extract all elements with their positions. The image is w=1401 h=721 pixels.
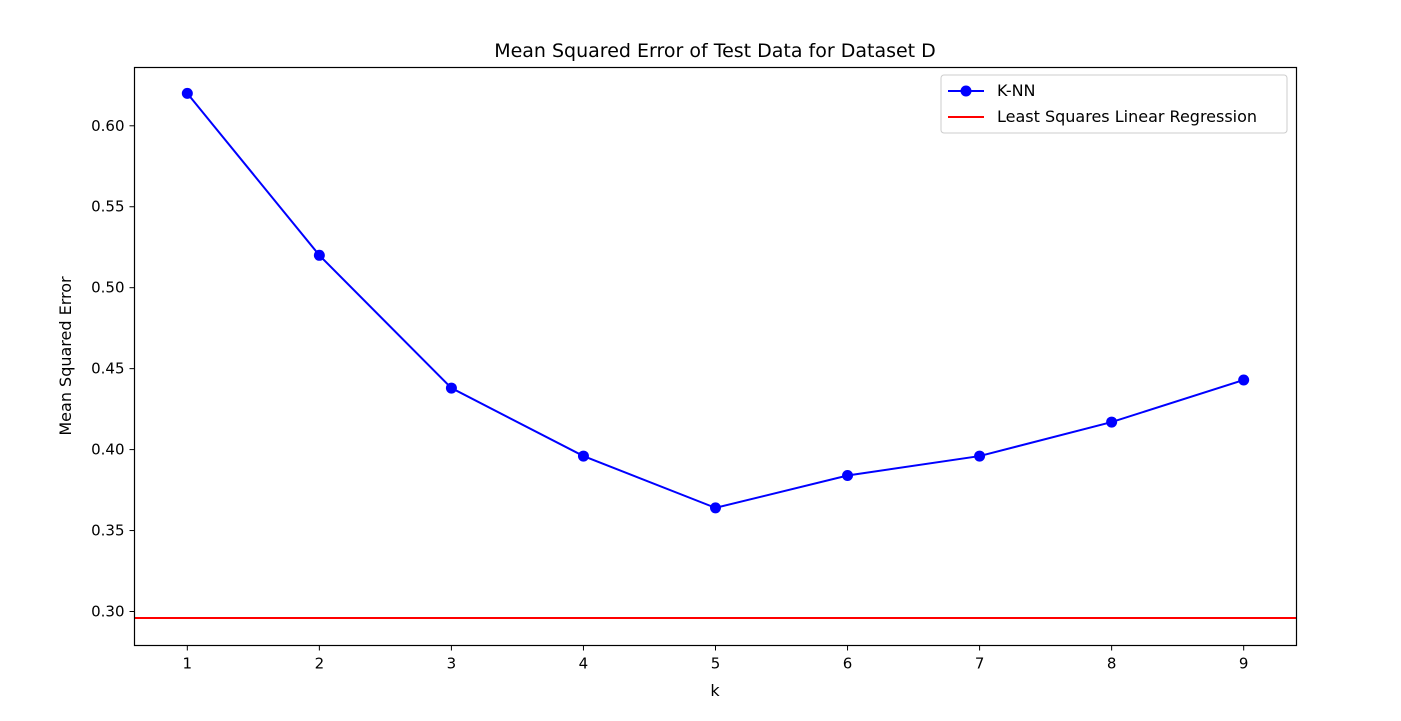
knn-data-point bbox=[710, 502, 721, 514]
y-tick-label: 0.45 bbox=[91, 360, 124, 378]
x-tick-label: 2 bbox=[315, 655, 325, 673]
y-tick-label: 0.55 bbox=[91, 198, 124, 216]
x-tick-label: 1 bbox=[183, 655, 193, 673]
axes-frame bbox=[133, 66, 1298, 647]
chart-title: Mean Squared Error of Test Data for Data… bbox=[494, 40, 936, 62]
y-tick-label: 0.50 bbox=[91, 279, 124, 297]
legend-regression-label: Least Squares Linear Regression bbox=[997, 107, 1257, 126]
legend: K-NN Least Squares Linear Regression bbox=[940, 74, 1288, 134]
y-tick-label: 0.35 bbox=[91, 522, 124, 540]
legend-box bbox=[940, 74, 1288, 134]
y-tick-label: 0.60 bbox=[91, 117, 124, 135]
knn-data-point bbox=[313, 249, 325, 261]
x-tick-label: 4 bbox=[579, 655, 589, 673]
legend-knn-swatch-marker bbox=[960, 85, 972, 97]
x-tick-label: 9 bbox=[1239, 655, 1249, 673]
knn-data-point bbox=[181, 87, 193, 99]
x-tick-label: 8 bbox=[1107, 655, 1117, 673]
legend-knn-label: K-NN bbox=[997, 81, 1036, 100]
knn-data-point bbox=[445, 382, 457, 394]
knn-data-point bbox=[842, 470, 854, 481]
y-tick-label: 0.40 bbox=[91, 441, 124, 459]
knn-series-line bbox=[186, 92, 1244, 509]
x-axis-label: k bbox=[710, 681, 720, 700]
y-axis-label: Mean Squared Error bbox=[56, 276, 75, 436]
x-tick-label: 5 bbox=[711, 655, 721, 673]
x-tick-label: 6 bbox=[843, 655, 853, 673]
plot-area: 1 2 3 4 5 6 7 8 9 0.30 0.35 0.40 0.45 0.50 0.55 0.60 bbox=[91, 87, 1297, 673]
knn-data-point bbox=[1238, 374, 1250, 386]
knn-data-point bbox=[577, 450, 589, 462]
y-tick-label: 0.30 bbox=[91, 603, 124, 621]
knn-data-point bbox=[1106, 416, 1118, 428]
x-tick-label: 7 bbox=[975, 655, 985, 673]
x-tick-label: 3 bbox=[447, 655, 457, 673]
knn-data-point bbox=[974, 450, 986, 462]
